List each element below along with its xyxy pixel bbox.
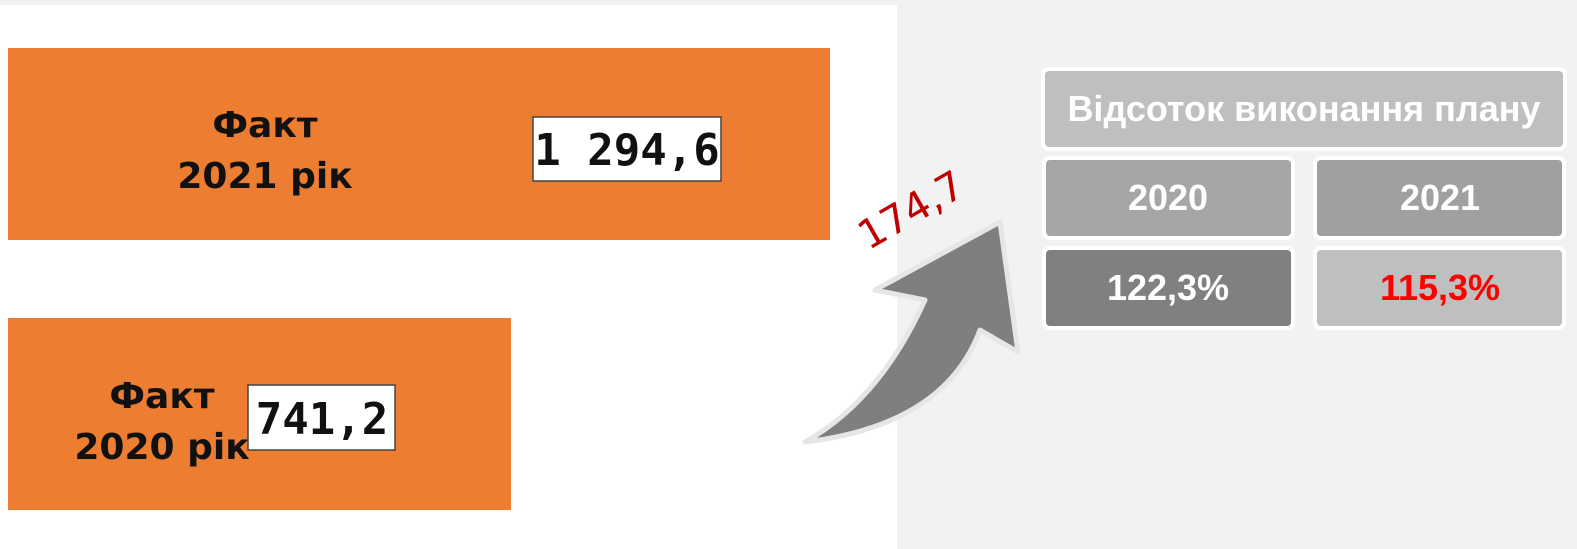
table-header-cell (1313, 156, 1566, 240)
table-value-cell (1313, 246, 1566, 330)
value-box (247, 384, 396, 451)
table-value: 122,3% (1107, 267, 1229, 308)
bar-label: Факт (109, 376, 214, 417)
table-header: 2020 (1128, 177, 1208, 218)
table-title-cell (1041, 67, 1567, 151)
growth-arrow (802, 219, 1021, 445)
bar-value: 1 294,6 (534, 125, 719, 176)
table-header-cell (1042, 156, 1295, 240)
table-title: Відсоток виконання плану (1067, 88, 1540, 129)
bar-label: 2021 рік (177, 156, 352, 197)
bar-label: 2020 рік (74, 427, 249, 468)
bar-value: 741,2 (256, 394, 388, 445)
table-value-cell (1042, 246, 1295, 330)
value-box (532, 116, 722, 182)
table-header: 2021 (1400, 177, 1480, 218)
bar-label: Факт (212, 105, 317, 146)
table-value: 115,3% (1380, 267, 1500, 308)
